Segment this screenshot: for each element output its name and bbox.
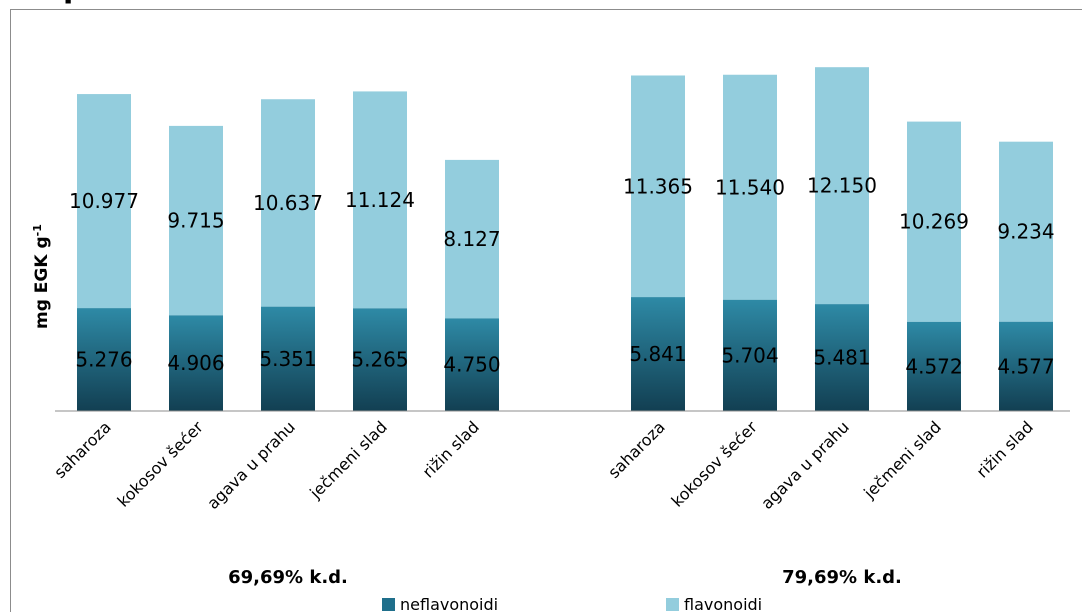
data-label-flavonoidi: 9.715	[167, 209, 224, 233]
legend: neflavonoidi flavonoidi	[382, 595, 762, 612]
bar-flavonoidi	[999, 141, 1053, 322]
x-tick-label: rižin slad	[973, 417, 1037, 481]
data-label-neflavonoidi: 5.704	[721, 343, 778, 367]
x-tick-label: agava u prahu	[757, 417, 853, 513]
bar-neflavonoidi	[77, 308, 131, 411]
legend-swatch-neflavonoidi	[382, 598, 395, 611]
bar-flavonoidi	[907, 121, 961, 322]
data-label-neflavonoidi: 5.276	[75, 348, 132, 372]
data-label-flavonoidi: 8.127	[443, 227, 500, 251]
bar-flavonoidi	[169, 125, 223, 316]
data-label-flavonoidi: 10.977	[69, 189, 139, 213]
group-label: 79,69% k.d.	[782, 567, 902, 588]
bar-flavonoidi	[631, 75, 685, 298]
data-label-neflavonoidi: 5.265	[351, 348, 408, 372]
data-label-flavonoidi: 11.124	[345, 188, 415, 212]
y-axis-label: mg EGK g-1	[31, 224, 53, 329]
data-label-flavonoidi: 11.365	[623, 174, 693, 198]
bar-flavonoidi	[723, 74, 777, 300]
legend-label-neflavonoidi: neflavonoidi	[400, 595, 498, 612]
data-label-flavonoidi: 11.540	[715, 175, 785, 199]
legend-swatch-flavonoidi	[666, 598, 679, 611]
data-label-neflavonoidi: 4.750	[443, 353, 500, 377]
x-tick-label: ječmeni slad	[305, 417, 391, 503]
data-label-flavonoidi: 10.269	[899, 210, 969, 234]
bar-neflavonoidi	[815, 304, 869, 411]
data-label-neflavonoidi: 5.841	[629, 342, 686, 366]
bar-flavonoidi	[445, 159, 499, 319]
chart-frame	[10, 9, 1082, 612]
bar-neflavonoidi	[261, 306, 315, 411]
group-label: 69,69% k.d.	[228, 567, 348, 588]
x-tick-label: kokosov šećer	[667, 417, 761, 511]
data-label-neflavonoidi: 4.577	[997, 354, 1054, 378]
y-axis-label-main: mg EGK g	[32, 236, 52, 329]
legend-label-flavonoidi: flavonoidi	[684, 595, 762, 612]
data-label-neflavonoidi: 5.351	[259, 347, 316, 371]
x-tick-label: kokosov šećer	[113, 417, 207, 511]
bar-neflavonoidi	[999, 321, 1053, 411]
bar-neflavonoidi	[445, 318, 499, 411]
chart-title-fragment: p	[63, 0, 84, 5]
data-label-flavonoidi: 12.150	[807, 174, 877, 198]
data-label-flavonoidi: 9.234	[997, 220, 1054, 244]
y-axis-label-sup: -1	[31, 224, 44, 236]
bar-neflavonoidi	[353, 308, 407, 411]
bar-neflavonoidi	[169, 315, 223, 411]
bar-neflavonoidi	[631, 297, 685, 411]
data-label-flavonoidi: 10.637	[253, 191, 323, 215]
bar-neflavonoidi	[723, 299, 777, 411]
bar-neflavonoidi	[907, 321, 961, 411]
x-tick-label: rižin slad	[419, 417, 483, 481]
bar-flavonoidi	[261, 99, 315, 307]
bar-flavonoidi	[815, 67, 869, 305]
data-label-neflavonoidi: 4.906	[167, 351, 224, 375]
data-label-neflavonoidi: 5.481	[813, 346, 870, 370]
x-tick-label: saharoza	[604, 417, 669, 482]
data-label-neflavonoidi: 4.572	[905, 354, 962, 378]
x-tick-label: agava u prahu	[203, 417, 299, 513]
bar-flavonoidi	[353, 91, 407, 309]
x-tick-label: ječmeni slad	[859, 417, 945, 503]
bar-flavonoidi	[77, 94, 131, 309]
x-tick-label: saharoza	[50, 417, 115, 482]
